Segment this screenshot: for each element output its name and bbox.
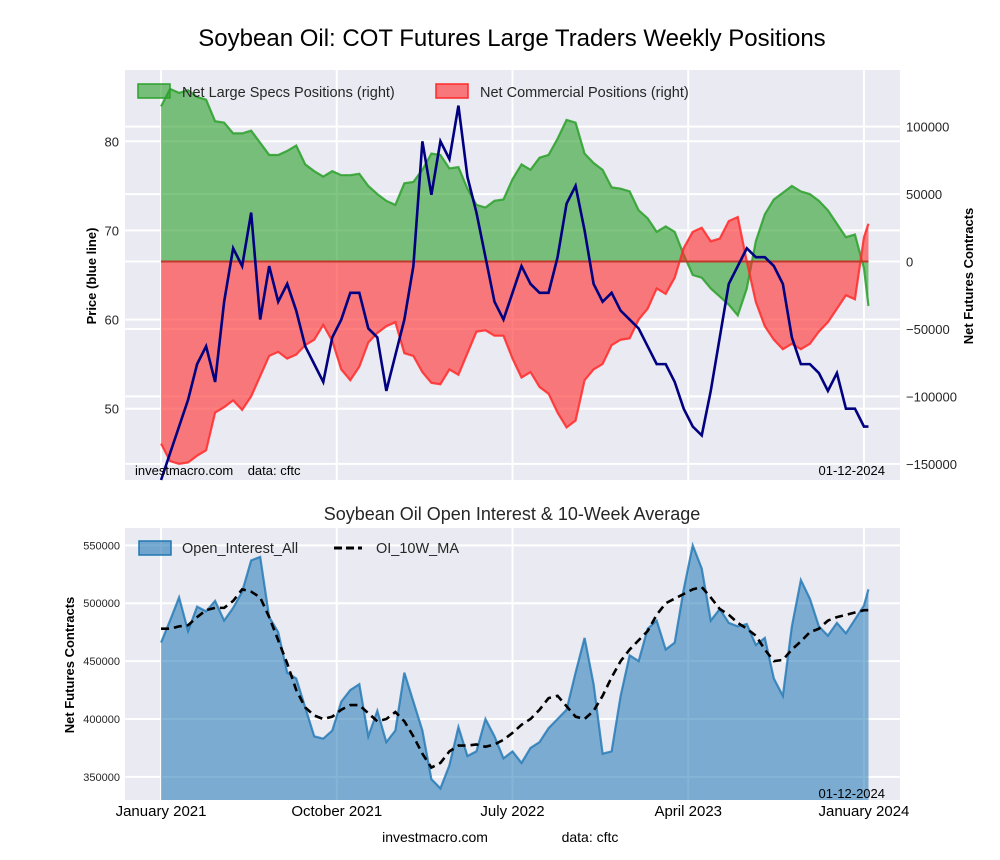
top-annotation-date: 01-12-2024 xyxy=(819,463,886,478)
bottom-y-tick-label: 350000 xyxy=(83,772,120,784)
top-right-y-axis-label: Net Futures Contracts xyxy=(961,208,976,345)
top-right-tick-label: −150000 xyxy=(906,457,957,472)
bottom-annotation-date: 01-12-2024 xyxy=(819,786,886,801)
footer-site: investmacro.com xyxy=(382,829,488,845)
top-left-tick-label: 80 xyxy=(105,134,119,149)
top-right-tick-label: 50000 xyxy=(906,187,942,202)
top-right-tick-label: −50000 xyxy=(906,322,950,337)
legend-label-ma: OI_10W_MA xyxy=(376,541,459,557)
x-tick-label: January 2021 xyxy=(116,803,207,820)
commercial-line xyxy=(160,215,870,465)
bottom-areas xyxy=(160,541,870,800)
x-tick-label: April 2023 xyxy=(654,803,722,820)
top-areas xyxy=(159,87,870,481)
x-tick-label: October 2021 xyxy=(291,803,382,820)
top-left-tick-label: 60 xyxy=(105,313,119,328)
bottom-y-axis-label: Net Futures Contracts xyxy=(62,597,77,734)
top-right-tick-label: 100000 xyxy=(906,120,949,135)
legend-swatch-oi xyxy=(138,540,172,556)
top-ticks: 50 60 70 80 −150000 −100000 −50000 0 50000 100000 xyxy=(105,120,957,472)
top-legend: Net Large Specs Positions (right) Net Co… xyxy=(137,83,689,101)
chart-title: Soybean Oil: COT Futures Large Traders W… xyxy=(198,25,825,52)
x-tick-label: January 2024 xyxy=(819,803,910,820)
legend-swatch-specs xyxy=(137,83,171,99)
x-tick-label: July 2022 xyxy=(480,803,544,820)
oi-line xyxy=(160,541,870,791)
oi-area xyxy=(161,545,869,800)
top-left-y-axis-label: Price (blue line) xyxy=(84,228,99,325)
price-line xyxy=(159,105,869,481)
top-right-tick-label: 0 xyxy=(906,255,913,270)
specs-area xyxy=(161,88,869,316)
top-left-tick-label: 70 xyxy=(105,223,119,238)
top-annotation-source: investmacro.com data: cftc xyxy=(135,463,301,478)
oi-chart-title: Soybean Oil Open Interest & 10-Week Aver… xyxy=(324,504,701,524)
legend-label-specs: Net Large Specs Positions (right) xyxy=(182,85,395,101)
legend-label-oi: Open_Interest_All xyxy=(182,541,298,557)
ma-line xyxy=(161,585,869,770)
bottom-y-tick-label: 550000 xyxy=(83,540,120,552)
top-left-tick-label: 50 xyxy=(105,402,119,417)
legend-swatch-commercial xyxy=(435,83,469,99)
specs-line xyxy=(160,87,870,318)
top-right-tick-label: −100000 xyxy=(906,389,957,404)
bottom-y-tick-label: 400000 xyxy=(83,714,120,726)
footer-data: data: cftc xyxy=(562,829,619,845)
bottom-legend: Open_Interest_All OI_10W_MA xyxy=(138,540,459,557)
commercial-area xyxy=(161,217,869,464)
bottom-y-tick-label: 450000 xyxy=(83,656,120,668)
legend-label-commercial: Net Commercial Positions (right) xyxy=(480,85,689,101)
bottom-ticks: January 2021 October 2021 July 2022 April 2… xyxy=(83,540,909,820)
bottom-y-tick-label: 500000 xyxy=(83,598,120,610)
